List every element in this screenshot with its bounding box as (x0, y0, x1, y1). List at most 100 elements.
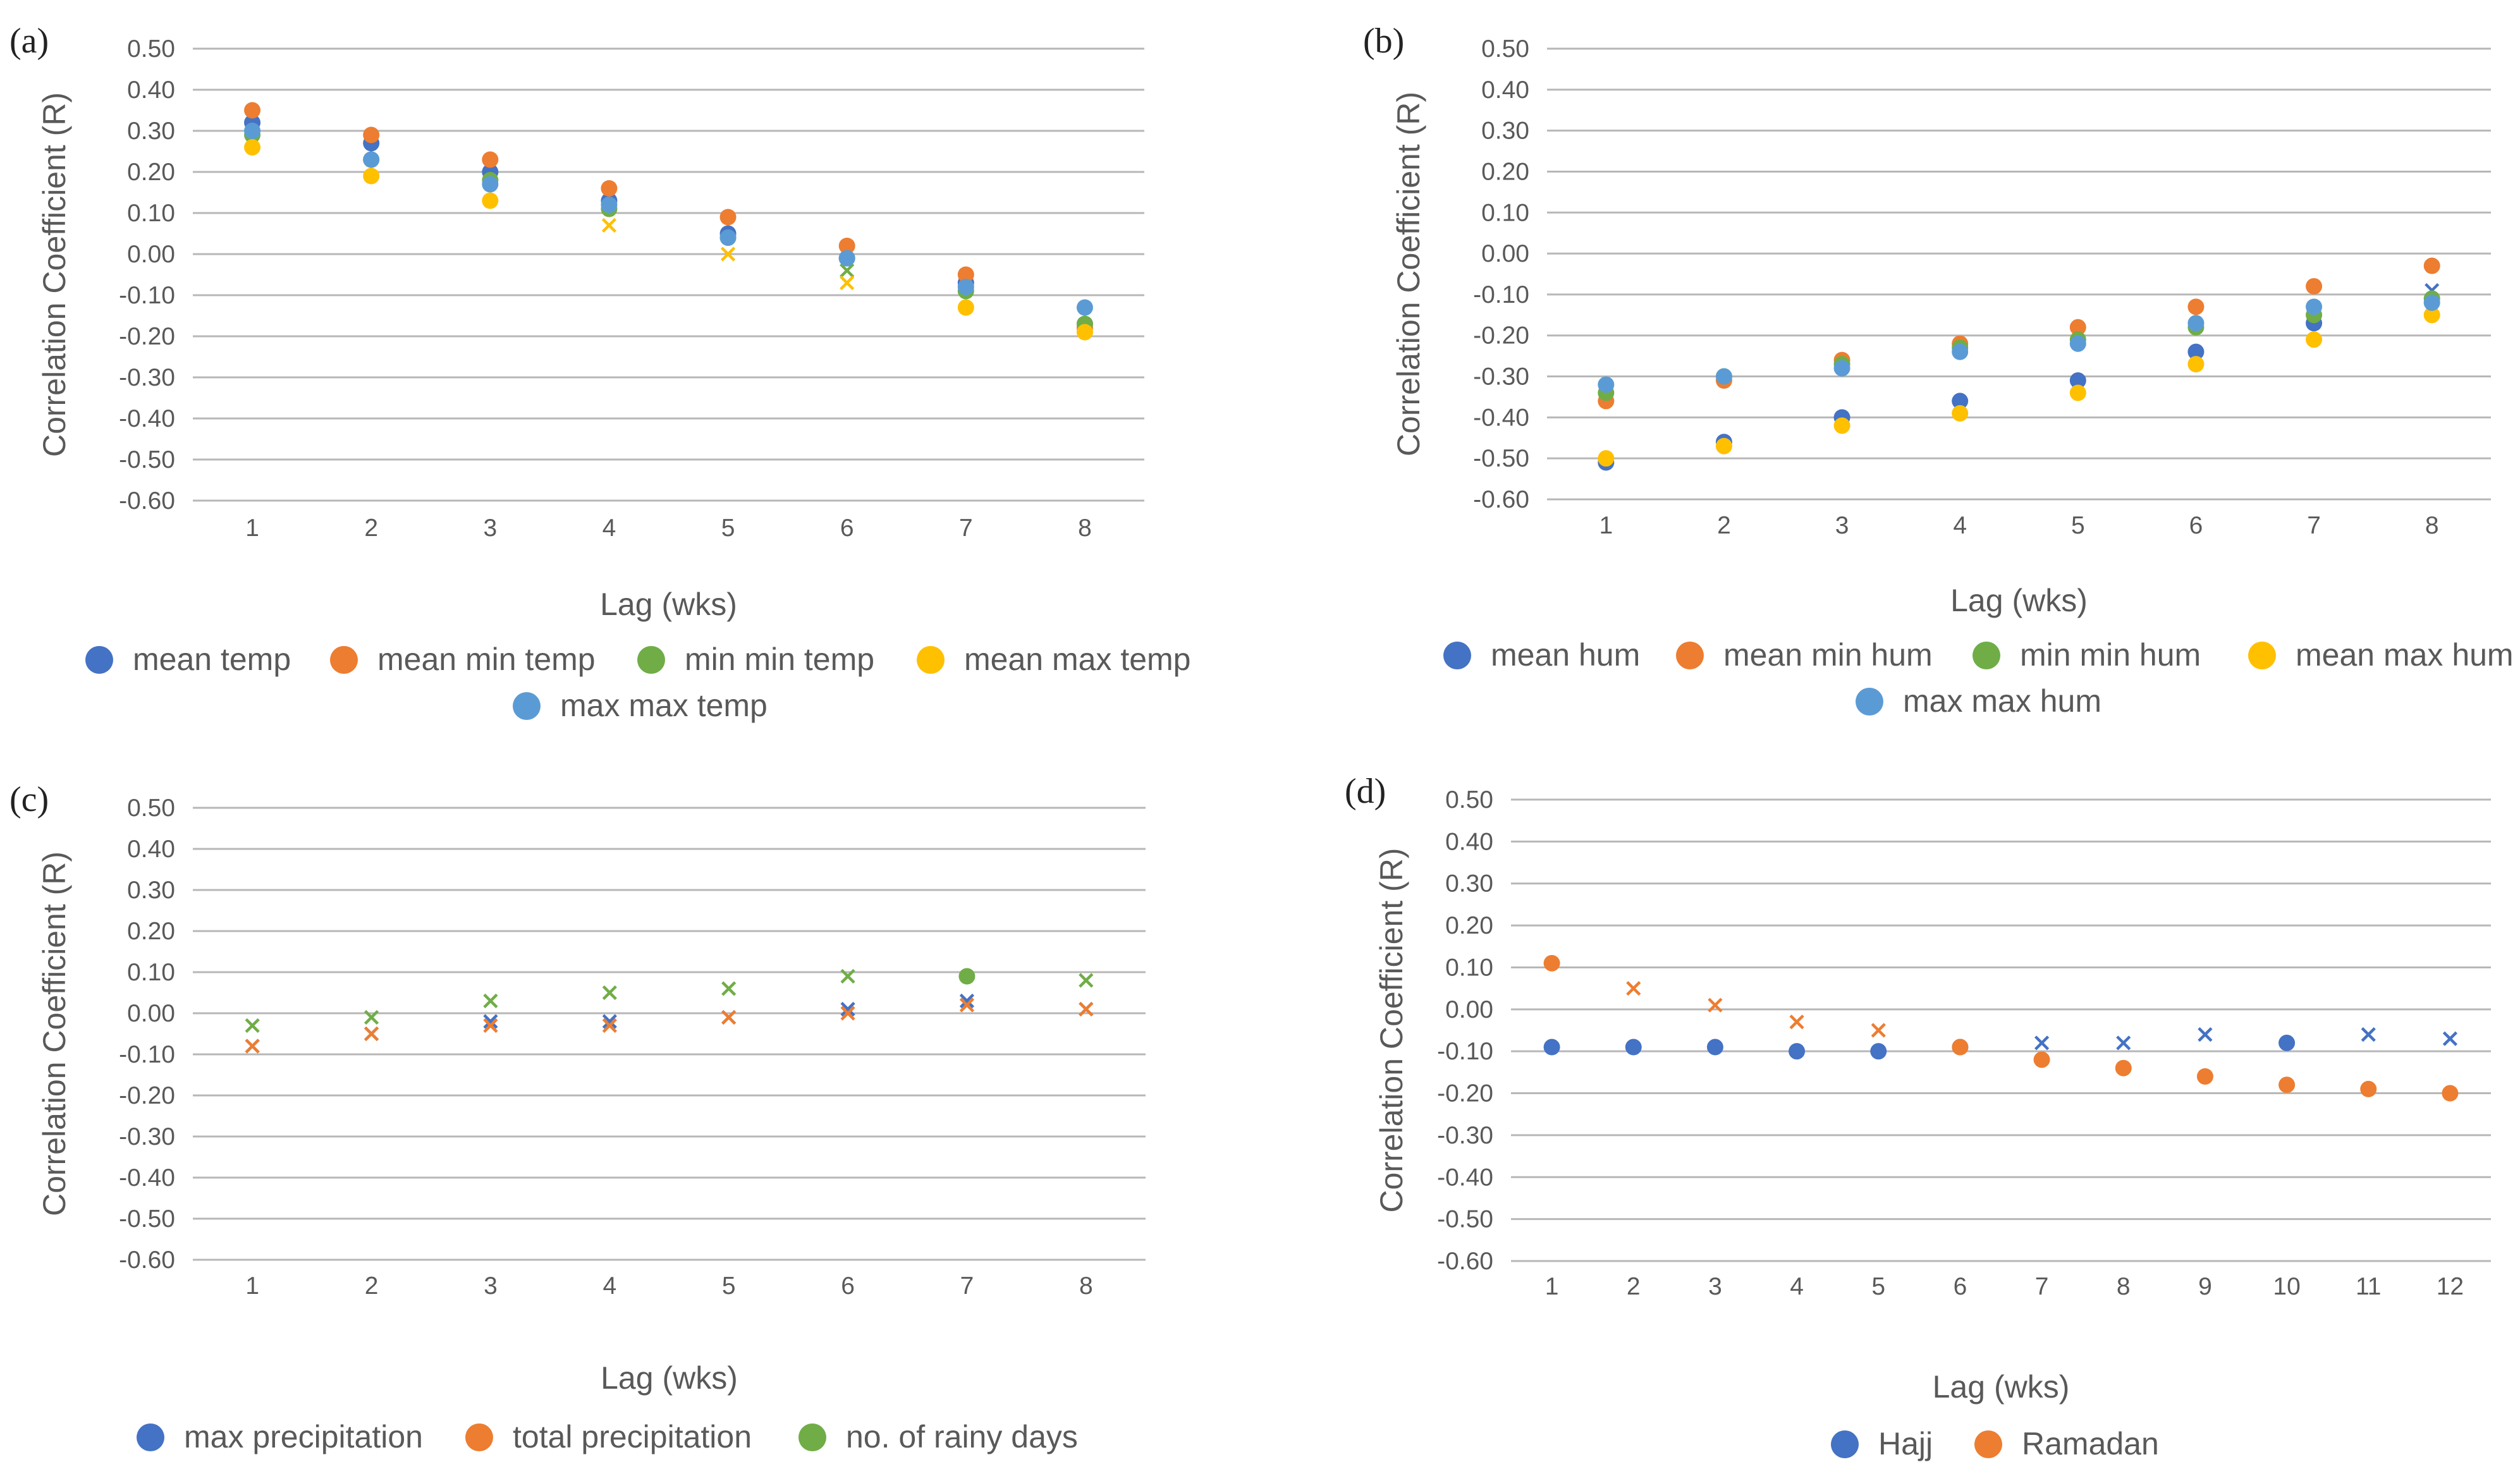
y-tick-label: -0.60 (119, 487, 175, 515)
y-tick-label: 0.40 (127, 836, 175, 863)
data-point (1543, 1039, 1560, 1056)
y-tick-label: -0.50 (119, 1205, 175, 1233)
y-tick-label: 0.00 (127, 241, 175, 268)
data-point (1833, 417, 1850, 434)
data-point (244, 102, 261, 119)
legend-marker (1973, 642, 2000, 669)
data-point (2423, 294, 2440, 311)
x-tick-label: 7 (959, 515, 973, 542)
series-mean-max-temp (244, 139, 1093, 341)
x-tick-label: 6 (2189, 512, 2203, 539)
data-point (2442, 1085, 2459, 1102)
x-tick-label: 5 (2071, 512, 2085, 539)
data-point (245, 1018, 260, 1033)
data-point (602, 1014, 617, 1029)
series-no-of-rainy-days (245, 968, 1094, 1033)
data-point (719, 229, 737, 246)
x-tick-label: 5 (721, 515, 735, 542)
x-tick-label: 4 (1953, 512, 1967, 539)
legend-marker (1856, 688, 1883, 716)
data-point (2069, 335, 2086, 352)
legend-label: max max temp (560, 688, 768, 723)
y-tick-label: 0.10 (127, 200, 175, 227)
y-tick-label: -0.10 (1473, 281, 1529, 308)
legend-label: max precipitation (184, 1419, 423, 1454)
data-point (840, 968, 855, 984)
y-axis-title: Correlation Coefficient (R) (37, 851, 72, 1216)
y-tick-label: 0.30 (1481, 118, 1529, 145)
legend-marker (137, 1423, 164, 1451)
data-point (601, 180, 618, 197)
x-tick-label: 5 (1871, 1273, 1885, 1300)
data-point (1626, 981, 1641, 996)
y-tick-label: -0.40 (119, 1164, 175, 1192)
data-point (2069, 319, 2086, 336)
y-tick-label: -0.50 (1473, 445, 1529, 472)
data-point (2196, 1068, 2213, 1085)
x-tick-label: 2 (365, 1272, 379, 1300)
legend-marker (1443, 642, 1471, 669)
data-point (602, 985, 617, 1001)
y-tick-label: 0.00 (1445, 996, 1493, 1023)
legend-marker (798, 1423, 826, 1451)
data-point (363, 151, 380, 168)
x-tick-label: 6 (841, 1272, 855, 1300)
legend: mean hum mean min hum min min hum mean max … (1443, 637, 2514, 719)
series-hajj (1543, 1027, 2458, 1060)
data-point (482, 176, 499, 193)
series-mean-max-hum (1598, 307, 2440, 467)
data-point (363, 126, 380, 143)
x-tick-label: 3 (484, 1272, 498, 1300)
data-point (2187, 298, 2205, 315)
x-tick-label: 1 (245, 1272, 259, 1300)
data-point (483, 1018, 498, 1033)
y-tick-label: 0.50 (127, 795, 175, 822)
data-point (1952, 393, 1969, 410)
data-point (957, 266, 974, 283)
y-tick-label: 0.30 (1445, 870, 1493, 898)
x-tick-label: 2 (1717, 512, 1731, 539)
legend-label: mean hum (1491, 637, 1640, 673)
y-tick-label: -0.20 (1473, 322, 1529, 350)
data-point (959, 997, 975, 1013)
data-point (244, 123, 261, 139)
y-tick-label: -0.30 (1473, 363, 1529, 391)
data-point (245, 1039, 260, 1054)
panel-a-temperature: (a) 0.50 0.40 0.30 0.20 0.10 0.00 -0.10 -0.20 -0.… (9, 21, 1190, 723)
panel-label: (d) (1345, 772, 1386, 811)
data-point (1706, 1039, 1723, 1056)
data-point (1952, 405, 1969, 422)
data-point (1543, 954, 1560, 972)
legend-label: min min hum (2020, 637, 2201, 673)
panel-b-humidity: (b) 0.50 0.40 0.30 0.20 0.10 0.00 -0.10 -0.20 -0.… (1363, 21, 2514, 719)
data-point (1076, 299, 1093, 316)
x-tick-label: 3 (1708, 1273, 1722, 1300)
y-tick-label: -0.30 (1437, 1122, 1493, 1149)
y-tick-label: -0.40 (119, 405, 175, 432)
y-axis-title: Correlation Coefficient (R) (1374, 848, 1409, 1212)
data-point (482, 151, 499, 168)
data-point (1079, 973, 1094, 988)
x-tick-label: 7 (2307, 512, 2321, 539)
legend-marker (1974, 1430, 2002, 1458)
legend-label: total precipitation (513, 1419, 752, 1454)
panel-label: (a) (9, 21, 49, 61)
y-tick-label: -0.50 (119, 446, 175, 473)
y-tick-label: 0.00 (127, 1000, 175, 1027)
x-axis-title: Lag (wks) (1933, 1369, 2070, 1405)
legend-label: Hajj (1878, 1426, 1933, 1461)
data-point (2306, 331, 2323, 348)
x-tick-label: 1 (245, 515, 259, 542)
data-point (840, 1006, 855, 1021)
data-point (2187, 315, 2205, 332)
y-tick-label: -0.10 (1437, 1038, 1493, 1065)
y-tick-label: -0.20 (119, 1082, 175, 1109)
data-point (2278, 1034, 2296, 1051)
data-point (1076, 324, 1093, 341)
legend-label: mean max temp (964, 642, 1190, 677)
data-point (2187, 356, 2205, 373)
data-point (1598, 376, 1615, 393)
legend-marker (2248, 642, 2276, 669)
x-tick-label: 4 (602, 515, 616, 542)
